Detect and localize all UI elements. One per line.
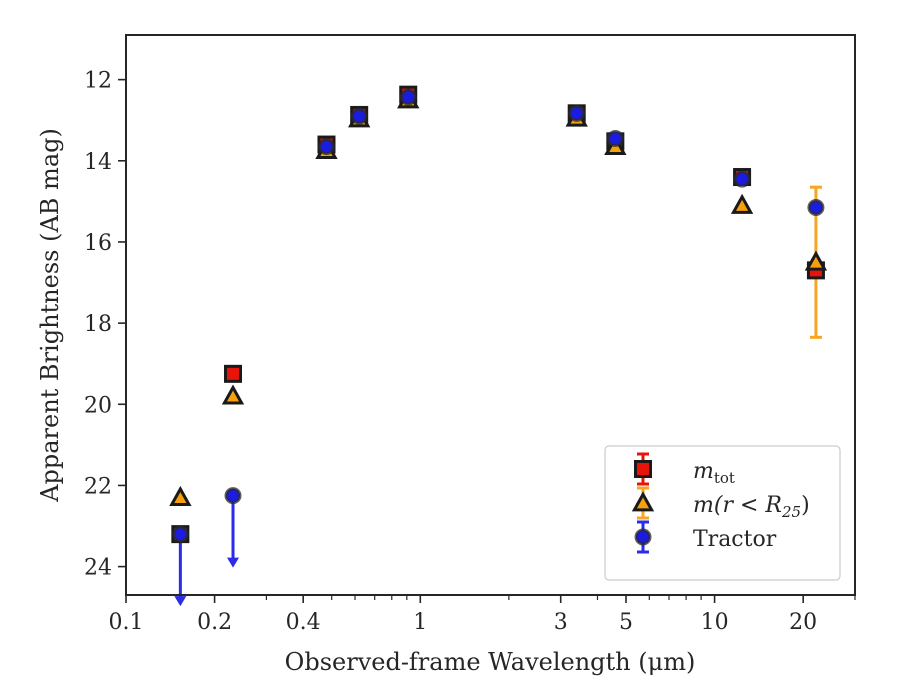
y-tick-label: 24 <box>84 556 112 581</box>
x-axis-label: Observed-frame Wavelength (μm) <box>285 648 696 676</box>
data-point-tractor <box>606 129 624 147</box>
data-point-m_r25 <box>169 485 192 507</box>
legend-label-m_r25: m(r < R25) <box>693 493 810 521</box>
axis-ticks: 0.1 0.2 0.4 1 3 5 10 20 12 14 16 18 20 22 24 <box>84 69 856 635</box>
legend-marker-tractor <box>634 528 652 546</box>
legend-box <box>604 445 841 581</box>
data-point-tractor <box>807 198 825 216</box>
legend-label-tractor: Tractor <box>693 527 777 552</box>
data-point-m_r25 <box>730 193 754 214</box>
data-point-m_r25 <box>221 384 245 405</box>
x-tick-label: 1 <box>413 610 427 635</box>
legend: mtot m(r < R25) Tractor <box>604 445 841 581</box>
upper-limit-arrowhead <box>227 557 240 568</box>
data-point-tractor <box>350 107 368 125</box>
data-point-tractor <box>171 525 189 543</box>
x-tick-label: 3 <box>554 610 568 635</box>
x-tick-label: 20 <box>789 610 817 635</box>
data-point-m_r25 <box>804 250 828 271</box>
y-tick-label: 12 <box>84 69 112 94</box>
y-tick-label: 20 <box>84 393 112 418</box>
y-axis-label: Apparent Brightness (AB mag) <box>36 128 64 503</box>
data-point-tractor <box>317 138 335 156</box>
legend-label-m_tot: mtot <box>693 459 735 487</box>
x-tick-label: 0.1 <box>109 610 144 635</box>
data-point-tractor <box>224 487 242 505</box>
upper-limit-arrowhead <box>174 596 187 607</box>
plot-frame <box>125 34 856 596</box>
legend-marker-m_r25 <box>631 491 655 512</box>
legend-marker-m_tot <box>634 460 652 478</box>
x-tick-label: 0.2 <box>197 610 232 635</box>
y-tick-label: 14 <box>84 150 112 175</box>
y-tick-label: 22 <box>84 474 112 499</box>
data-markers <box>169 85 828 544</box>
data-point-tractor <box>733 170 751 188</box>
data-point-tractor <box>399 88 417 106</box>
x-tick-label: 5 <box>619 610 633 635</box>
y-tick-label: 18 <box>84 312 112 337</box>
data-point-m_tot <box>224 364 243 383</box>
x-tick-label: 0.4 <box>286 610 321 635</box>
data-point-tractor <box>568 104 586 122</box>
x-tick-label: 10 <box>701 610 729 635</box>
y-tick-label: 16 <box>84 231 112 256</box>
